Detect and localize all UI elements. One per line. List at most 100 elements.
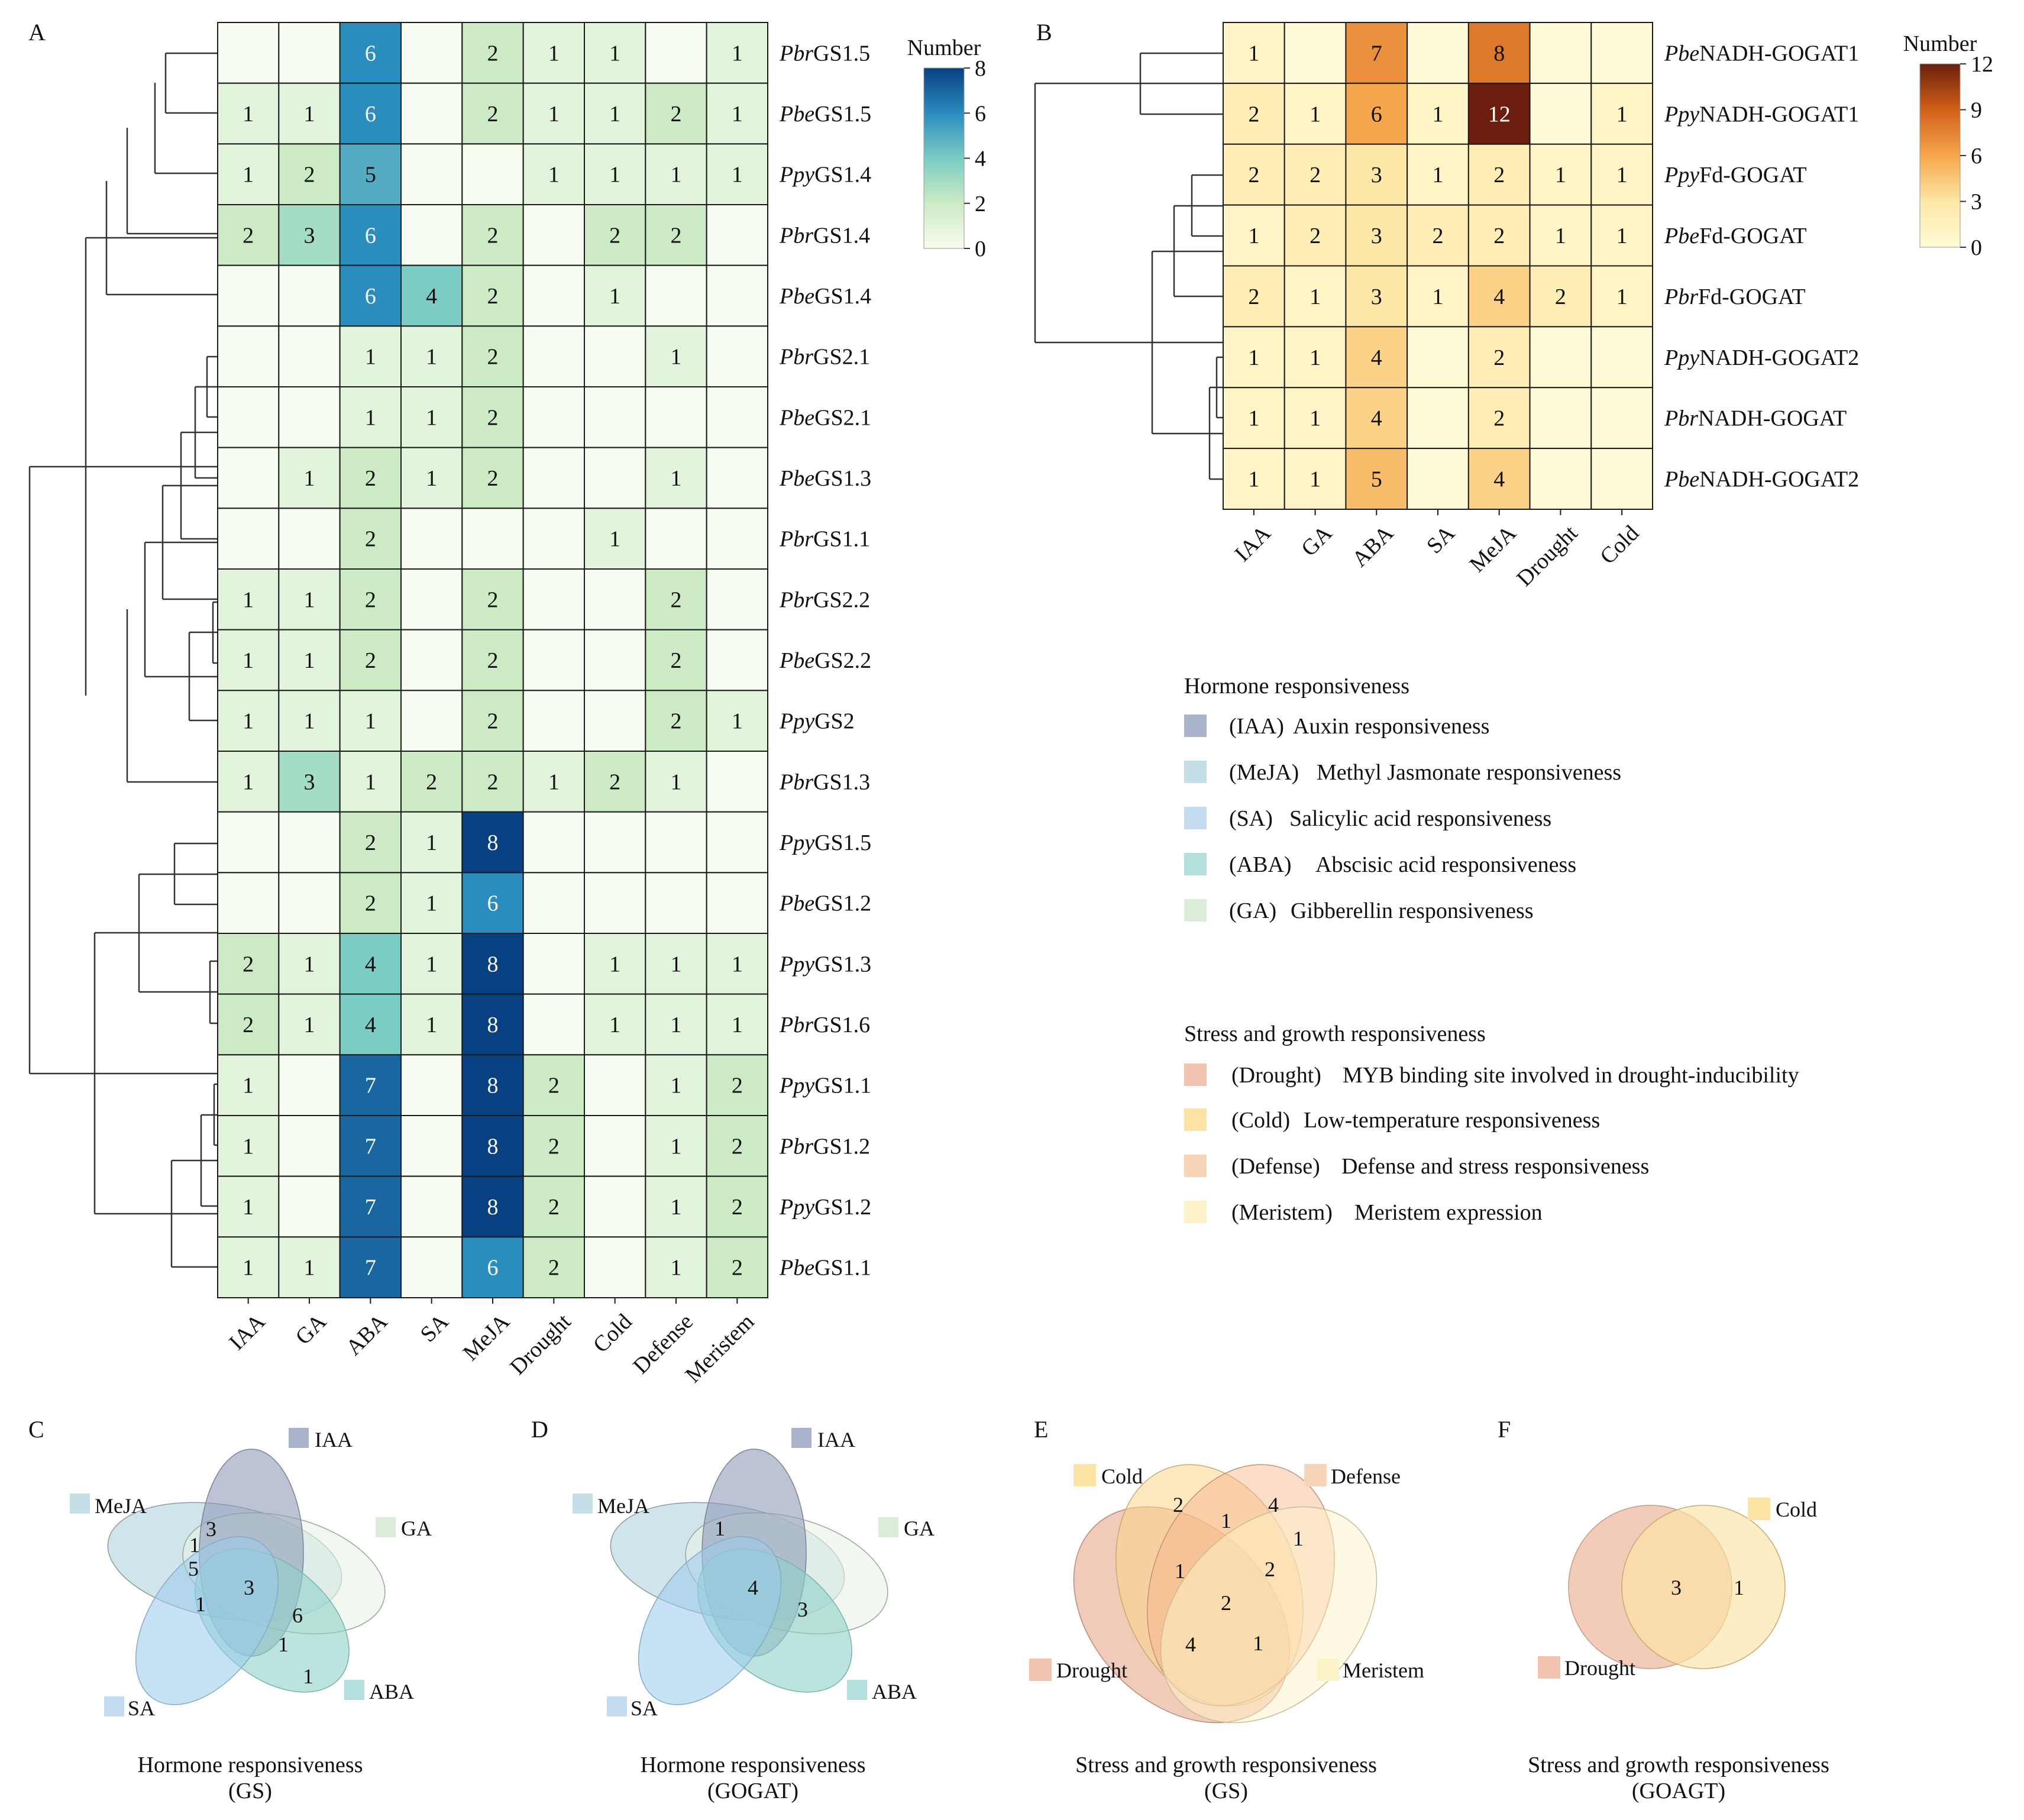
heatmap-a-cell bbox=[584, 1054, 646, 1117]
heatmap-a-cell-value: 2 bbox=[548, 1074, 560, 1098]
venn-c-count: 6 bbox=[292, 1604, 303, 1627]
heatmap-a-cell bbox=[645, 568, 707, 631]
heatmap-b-cell-value: 12 bbox=[1488, 102, 1511, 127]
heatmap-a-cell-value: 1 bbox=[671, 952, 682, 977]
heatmap-b-row-label: PpyNADH-GOGAT1 bbox=[1664, 102, 1859, 127]
heatmap-b-cell-value: 2 bbox=[1493, 345, 1505, 370]
heatmap-b-cell-value: 2 bbox=[1248, 285, 1259, 309]
heatmap-a-cell-value: 2 bbox=[732, 1256, 743, 1281]
heatmap-a-cell bbox=[278, 629, 341, 691]
heatmap-a-cell bbox=[217, 872, 280, 935]
legend-item-aba: (ABA) Abscisic acid responsiveness bbox=[1184, 852, 1576, 877]
heatmap-a-cell-value: 1 bbox=[365, 770, 376, 794]
heatmap-a-cell bbox=[278, 1236, 341, 1298]
heatmap-b-cell bbox=[1283, 448, 1347, 510]
heatmap-a-cell-value: 7 bbox=[365, 1256, 376, 1281]
venn-d-count: 4 bbox=[748, 1576, 758, 1599]
heatmap-a-cell bbox=[400, 22, 463, 84]
heatmap-a-cell bbox=[522, 507, 586, 570]
heatmap-b-col-label: Cold bbox=[1595, 521, 1644, 569]
heatmap-b-cell bbox=[1345, 82, 1408, 145]
heatmap-a-cell bbox=[706, 204, 768, 266]
legend-item-drought: (Drought) MYB binding site involved in d… bbox=[1184, 1063, 1799, 1088]
heatmap-b-row-label: PbeFd-GOGAT bbox=[1664, 224, 1807, 248]
heatmap-a-cell bbox=[645, 264, 707, 327]
venn-f-caption-1: Stress and growth responsiveness bbox=[1528, 1753, 1829, 1777]
heatmap-a-cell-value: 2 bbox=[671, 648, 682, 673]
heatmap-b-cell-value: 2 bbox=[1555, 285, 1566, 309]
venn-c-count: 5 bbox=[188, 1557, 199, 1580]
heatmap-a-cell bbox=[400, 933, 463, 995]
heatmap-a-row-label: PbrGS1.5 bbox=[779, 41, 870, 66]
legend-item-iaa: (IAA) Auxin responsiveness bbox=[1184, 714, 1489, 739]
heatmap-a-cell-value: 2 bbox=[487, 345, 499, 370]
heatmap-a-cell bbox=[400, 629, 463, 691]
heatmap-a-cell bbox=[461, 1236, 524, 1298]
heatmap-b-col-label: Drought bbox=[1512, 521, 1583, 591]
heatmap-a-cell bbox=[645, 690, 707, 752]
heatmap-a-cell bbox=[400, 568, 463, 631]
heatmap-a-cell-value: 2 bbox=[365, 466, 376, 491]
legend-desc-aba: Abscisic acid responsiveness bbox=[1315, 852, 1576, 877]
heatmap-a-cell bbox=[461, 872, 524, 935]
venn-e-count: 4 bbox=[1185, 1632, 1196, 1656]
heatmap-a-cell bbox=[645, 1175, 707, 1238]
heatmap-b-cell bbox=[1467, 448, 1531, 510]
heatmap-a-cell-value: 1 bbox=[426, 345, 437, 370]
colorbar-a: Number 0 2 4 6 8 bbox=[907, 35, 986, 261]
heatmap-a-cell bbox=[339, 1175, 402, 1238]
heatmap-a-cell bbox=[522, 1236, 586, 1298]
venn-d-count: 1 bbox=[714, 1517, 725, 1540]
legend-item-cold: (Cold) Low-temperature responsiveness bbox=[1184, 1108, 1600, 1133]
heatmap-a-row-label: PbrGS1.2 bbox=[779, 1134, 870, 1159]
venn-e-count: 2 bbox=[1265, 1557, 1275, 1581]
heatmap-a-row-label: PbrGS1.3 bbox=[779, 770, 870, 794]
legend-desc-meja: Methyl Jasmonate responsiveness bbox=[1317, 760, 1621, 785]
heatmap-a-cell-value: 1 bbox=[426, 830, 437, 855]
heatmap-a-cell bbox=[522, 690, 586, 752]
heatmap-a-cell-value: 2 bbox=[487, 587, 499, 612]
colorbar-a-tick-label: 4 bbox=[975, 147, 986, 172]
heatmap-b-cell bbox=[1223, 326, 1285, 389]
venn-c-count: 3 bbox=[206, 1517, 216, 1541]
heatmap-a-cell bbox=[400, 386, 463, 448]
heatmap-a-cell bbox=[217, 447, 280, 509]
heatmap-a-cell bbox=[706, 386, 768, 448]
venn-d-swatch-ga bbox=[878, 1517, 898, 1537]
venn-e-label-defense: Defense bbox=[1331, 1465, 1401, 1488]
legend-hormone-title: Hormone responsiveness bbox=[1184, 674, 1409, 699]
heatmap-a-cell bbox=[645, 447, 707, 509]
heatmap-b-cell-value: 3 bbox=[1371, 163, 1382, 188]
heatmap-a-cell bbox=[339, 325, 402, 387]
heatmap-a-cell bbox=[522, 22, 586, 84]
venn-c-label-meja: MeJA bbox=[95, 1494, 147, 1518]
heatmap-a-cell bbox=[400, 82, 463, 145]
heatmap-a-cell bbox=[278, 872, 341, 935]
venn-d-caption-1: Hormone responsiveness bbox=[641, 1753, 866, 1777]
venn-d-caption-2: (GOGAT) bbox=[707, 1779, 798, 1803]
heatmap-a-cell bbox=[339, 22, 402, 84]
heatmap-a-cell-value: 2 bbox=[487, 102, 499, 127]
heatmap-a-col-label: SA bbox=[416, 1309, 454, 1347]
heatmap-b-cell-value: 1 bbox=[1310, 345, 1321, 370]
heatmap-a-cell-value: 2 bbox=[243, 952, 254, 977]
heatmap-a-cell bbox=[645, 507, 707, 570]
heatmap-a-row-label: PbrGS2.2 bbox=[779, 587, 870, 612]
heatmap-b-cell bbox=[1590, 22, 1653, 84]
heatmap-a-col-label: Meristem bbox=[681, 1309, 759, 1388]
venn-f-label-cold: Cold bbox=[1776, 1498, 1817, 1521]
heatmap-a-cell-value: 1 bbox=[304, 1256, 315, 1281]
heatmap-b-cell bbox=[1407, 143, 1469, 206]
heatmap-a-cell bbox=[217, 993, 280, 1056]
venn-e-label-cold: Cold bbox=[1101, 1465, 1143, 1488]
heatmap-b-cell bbox=[1283, 143, 1347, 206]
heatmap-a-cell bbox=[584, 993, 646, 1056]
heatmap-b-cell-value: 1 bbox=[1248, 345, 1259, 370]
heatmap-a-cell bbox=[400, 264, 463, 327]
heatmap-a-cell-value: 1 bbox=[609, 284, 620, 309]
venn-d-label-sa: SA bbox=[631, 1696, 658, 1720]
heatmap-a-cell-value: 8 bbox=[487, 1195, 499, 1220]
colorbar-a-tick-label: 6 bbox=[975, 101, 986, 126]
venn-f-swatch-cold bbox=[1748, 1498, 1770, 1520]
heatmap-b-cell-value: 3 bbox=[1371, 285, 1382, 309]
